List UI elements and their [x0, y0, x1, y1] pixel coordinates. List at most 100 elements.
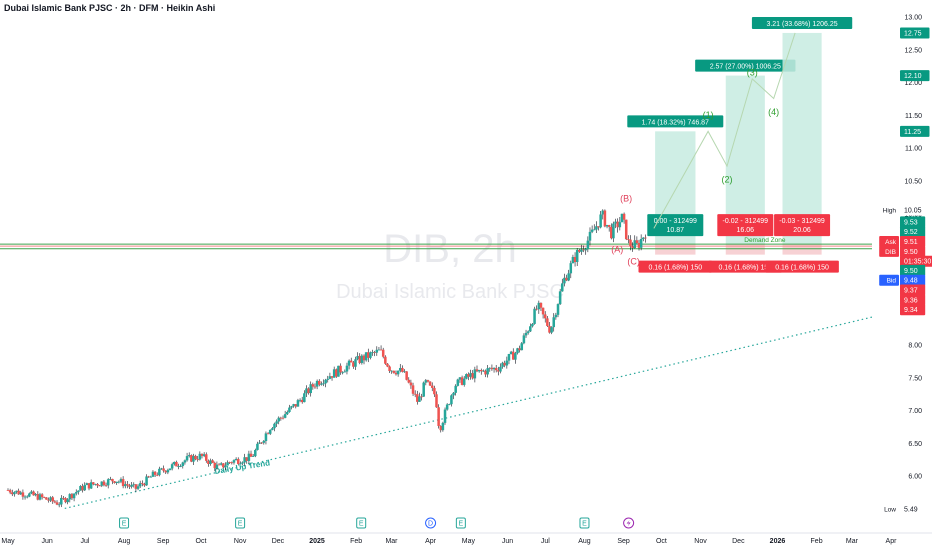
price-tag-label: Ask	[885, 239, 897, 246]
candle-body	[251, 456, 255, 457]
candle-body	[396, 370, 400, 375]
price-tag-label-bg	[879, 503, 899, 515]
price-tag-label-bg	[879, 236, 899, 248]
wave-label: (C)	[627, 256, 640, 266]
candle-body	[462, 378, 466, 385]
position-entry-label-line2: 20.06	[793, 227, 811, 234]
earnings-marker-icon[interactable]	[455, 517, 466, 529]
candle-body	[170, 464, 174, 469]
earnings-marker-icon[interactable]	[235, 517, 246, 529]
time-tick-label: Dec	[272, 538, 285, 545]
candle-body	[352, 362, 355, 367]
position-loss-zone[interactable]	[782, 244, 822, 255]
price-tag-value: 9.50	[904, 249, 918, 256]
candle-body	[456, 379, 460, 386]
candle-body	[358, 356, 362, 363]
time-tick-label: Nov	[234, 538, 247, 545]
candle-body	[558, 291, 562, 305]
candle-body	[477, 369, 481, 372]
time-tick-label: Oct	[656, 538, 667, 545]
position-profit-zone[interactable]	[782, 32, 822, 245]
candle-body	[294, 404, 298, 407]
candle-body	[490, 367, 494, 370]
earnings-marker-icon[interactable]	[579, 517, 590, 529]
candle-body	[401, 367, 404, 372]
position-stop-label-bg	[765, 260, 839, 273]
wave-projection-path[interactable]	[653, 32, 796, 229]
candle-body	[160, 468, 163, 470]
price-tag-value: 5.49	[904, 507, 918, 514]
candle-body	[200, 453, 204, 456]
lightning-icon	[626, 520, 631, 527]
wave-label: (3)	[747, 68, 758, 78]
price-tag-label: High	[883, 208, 897, 215]
candle-body	[328, 376, 332, 379]
time-tick-label: Apr	[886, 538, 898, 545]
candle-body	[202, 454, 206, 456]
candle-body	[381, 349, 385, 357]
candle-body	[177, 466, 180, 468]
candle-body	[273, 423, 276, 429]
candle-body	[298, 399, 302, 401]
horizontal-lines: Demand Zone	[0, 237, 872, 250]
candle-body	[136, 486, 140, 489]
candle-body	[337, 365, 340, 377]
candle-body	[529, 326, 532, 332]
price-tick-label: 11.00	[905, 146, 922, 153]
candle-body	[145, 476, 148, 486]
candle-body	[207, 460, 210, 464]
price-tag-value: 9.36	[904, 297, 918, 304]
trendline-line[interactable]	[64, 307, 909, 510]
price-tag-bg	[900, 255, 932, 267]
price-tag-value: 01:35:30	[904, 259, 931, 266]
candle-body	[607, 224, 611, 227]
position-entry-label-bg	[647, 214, 704, 237]
candle-body	[563, 277, 566, 284]
candle-body	[102, 481, 106, 486]
candle-body	[234, 458, 238, 461]
candle-body	[192, 455, 195, 462]
candle-body	[601, 210, 605, 215]
wave-label: (2)	[722, 174, 733, 184]
candle-body	[51, 497, 55, 502]
price-tag-bg	[900, 216, 926, 228]
earnings-marker-icon[interactable]	[356, 517, 367, 529]
position-loss-zone[interactable]	[655, 244, 696, 255]
candle-body	[104, 485, 108, 486]
candle-body	[83, 485, 87, 491]
candle-body	[183, 460, 187, 463]
position-entry-label-line1: 0.00 - 312499	[654, 218, 697, 225]
candle-body	[373, 352, 376, 353]
candle-body	[618, 222, 622, 228]
price-tag-value: 9.34	[904, 307, 918, 314]
candle-body	[320, 383, 323, 385]
price-tag-bg	[900, 27, 930, 39]
candle-body	[631, 246, 634, 249]
candle-body	[254, 449, 257, 457]
candle-body	[386, 363, 389, 367]
candle-body	[25, 496, 29, 498]
earnings-marker-icon[interactable]	[119, 517, 130, 529]
candle-body	[375, 349, 379, 353]
candle-body	[109, 478, 112, 480]
candle-body	[578, 249, 581, 252]
candle-body	[614, 221, 617, 224]
price-tag-bg	[900, 274, 926, 286]
candle-body	[526, 331, 530, 333]
candle-body	[311, 384, 315, 387]
price-tag-bg	[900, 226, 926, 238]
candle-body	[520, 343, 524, 351]
position-entry-label-line2: 10.87	[667, 227, 685, 234]
dividend-marker-icon[interactable]	[425, 517, 437, 529]
position-loss-zone[interactable]	[725, 244, 765, 255]
candle-body	[77, 490, 80, 493]
candle-body	[149, 476, 153, 478]
candle-body	[441, 422, 445, 431]
candle-body	[11, 492, 14, 495]
candle-body	[132, 484, 136, 486]
candle-body	[595, 226, 598, 230]
candle-body	[258, 442, 261, 444]
time-tick-label: Jul	[541, 538, 550, 545]
